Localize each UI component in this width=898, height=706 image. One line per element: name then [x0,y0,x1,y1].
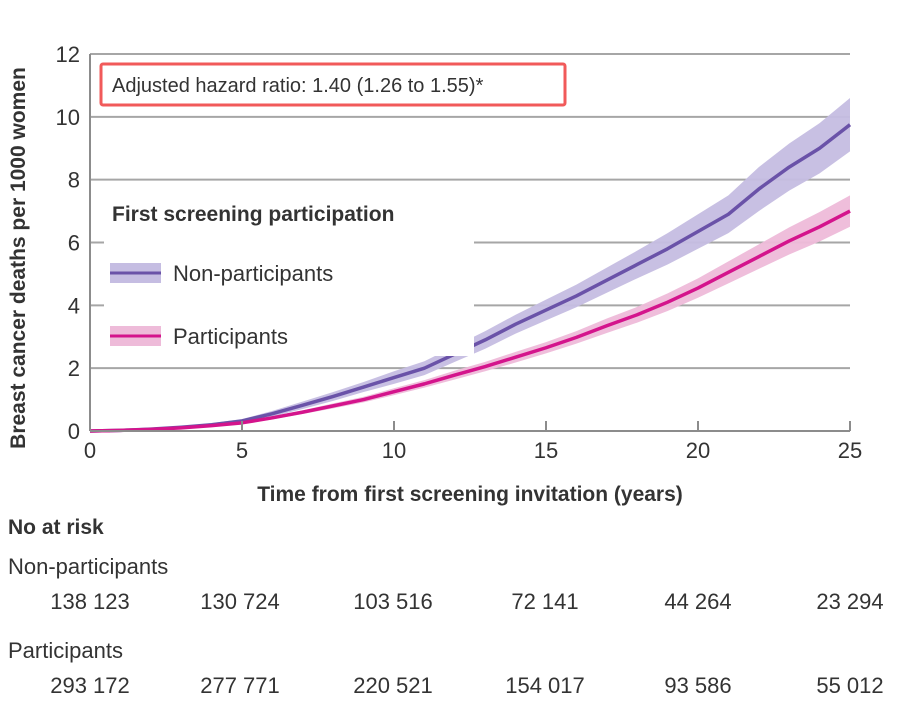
risk-value: 55 012 [816,673,884,698]
legend-entry-non-participants: Non-participants [110,261,333,286]
risk-value: 23 294 [816,589,884,614]
x-tick-label: 20 [686,438,710,463]
risk-value: 44 264 [664,589,732,614]
y-tick-label: 8 [68,168,80,193]
y-axis-title: Breast cancer deaths per 1000 women [7,67,30,449]
annotation-box [99,62,567,107]
x-tick-label: 10 [382,438,406,463]
risk-group-label: Non-participants [8,554,169,579]
y-tick-label: 12 [56,42,80,67]
y-tick-label: 4 [68,293,80,318]
legend-label: Non-participants [173,261,333,286]
hazard-ratio-annotation: Adjusted hazard ratio: 1.40 (1.26 to 1.5… [99,62,567,107]
risk-value: 130 724 [200,589,280,614]
y-tick-label: 6 [68,231,80,256]
risk-value: 93 586 [664,673,732,698]
risk-value: 103 516 [353,589,433,614]
legend: First screening participation Non-partic… [104,196,474,356]
legend-entry-participants: Participants [110,324,288,349]
axes [89,54,850,432]
x-tick-label: 0 [84,438,96,463]
x-tick-label: 25 [838,438,862,463]
x-axis-title: Time from first screening invitation (ye… [257,483,683,506]
risk-value: 154 017 [505,673,585,698]
risk-value: 72 141 [511,589,579,614]
legend-title: First screening participation [112,203,394,226]
legend-background [104,196,474,356]
x-tick-label: 15 [534,438,558,463]
risk-table-title: No at risk [8,516,104,539]
risk-group-label: Participants [8,638,123,663]
legend-label: Participants [173,324,288,349]
risk-value: 277 771 [200,673,280,698]
line-participants [89,209,851,433]
x-tick-label: 5 [236,438,248,463]
y-tick-label: 10 [56,105,80,130]
x-ticks: 0 5 10 15 20 25 [84,421,862,463]
y-ticks: 0 2 4 6 8 10 12 [56,42,80,444]
risk-value: 293 172 [50,673,130,698]
risk-value: 220 521 [353,673,433,698]
annotation-text: Adjusted hazard ratio: 1.40 (1.26 to 1.5… [112,75,484,97]
risk-value: 138 123 [50,589,130,614]
km-chart: 0 5 10 15 20 25 0 2 4 6 8 10 12 Time from first scr… [7,42,862,506]
y-tick-label: 2 [68,356,80,381]
y-tick-label: 0 [68,419,80,444]
